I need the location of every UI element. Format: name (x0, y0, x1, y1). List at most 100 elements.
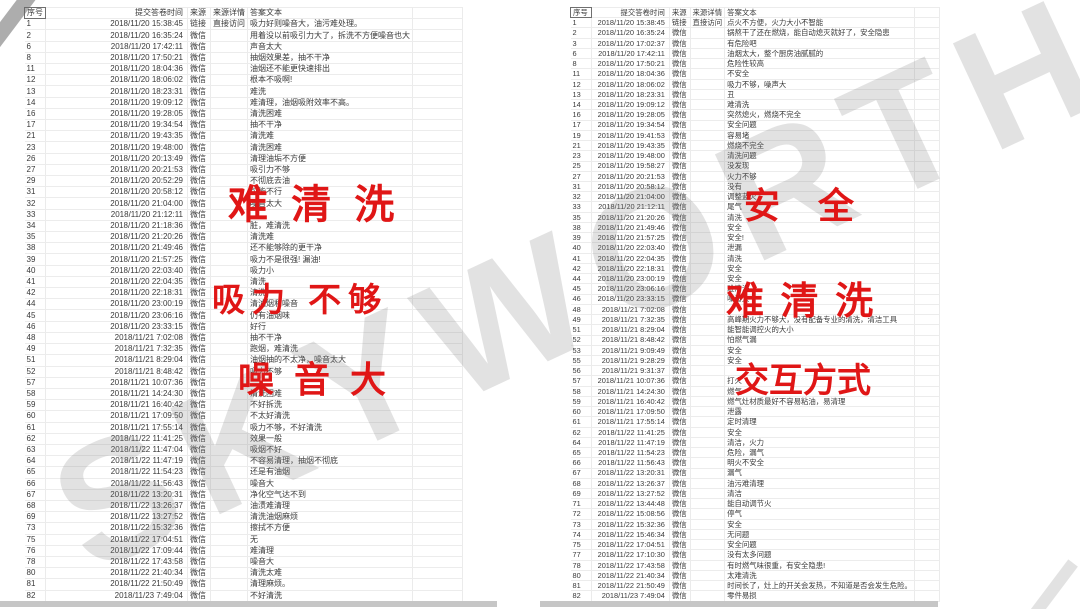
cell[interactable] (210, 52, 248, 65)
cell[interactable]: 62 (24, 433, 46, 445)
cell[interactable] (412, 399, 463, 412)
cell[interactable] (412, 74, 463, 87)
cell[interactable] (690, 478, 726, 490)
cell[interactable]: 微信 (669, 386, 691, 397)
cell[interactable] (690, 590, 726, 602)
cell[interactable]: 69 (24, 511, 46, 524)
cell[interactable]: 67 (24, 489, 46, 501)
cell[interactable]: 2018/11/22 11:47:19 (591, 437, 670, 449)
cell[interactable]: 33 (570, 201, 592, 213)
cell[interactable]: 2018/11/21 16:40:42 (45, 399, 188, 412)
column-header[interactable]: 答案文本 (247, 6, 413, 20)
cell[interactable]: 2018/11/21 10:07:36 (45, 377, 188, 389)
cell[interactable]: 56 (570, 365, 592, 377)
cell[interactable]: 2018/11/21 7:32:35 (45, 343, 188, 356)
cell[interactable]: 14 (24, 97, 46, 109)
cell[interactable]: 73 (570, 519, 592, 530)
cell[interactable] (914, 294, 941, 305)
cell[interactable]: 效果一般 (247, 433, 413, 445)
cell[interactable]: 2018/11/23 7:49:04 (45, 590, 188, 602)
cell[interactable]: 2018/11/22 17:43:58 (45, 556, 188, 569)
cell[interactable] (412, 209, 463, 221)
cell[interactable]: 78 (570, 560, 592, 571)
cell[interactable] (690, 508, 726, 520)
cell[interactable]: 时间长了，灶上的开关会发热，不知道是否会发生危险。 (724, 580, 915, 592)
cell[interactable]: 58 (24, 388, 46, 401)
cell[interactable] (690, 232, 726, 244)
cell[interactable]: 微信 (669, 68, 691, 80)
cell[interactable]: 2018/11/20 16:35:24 (45, 29, 188, 42)
cell[interactable] (914, 355, 941, 367)
cell[interactable]: 微信 (669, 498, 691, 510)
cell[interactable]: 38 (570, 222, 592, 234)
cell[interactable]: 定时清理 (724, 416, 915, 428)
cell[interactable]: 微信 (187, 220, 211, 233)
cell[interactable]: 12 (24, 74, 46, 87)
cell[interactable] (690, 283, 726, 295)
cell[interactable]: 安全 (724, 345, 915, 356)
cell[interactable]: 69 (570, 488, 592, 500)
cell[interactable] (690, 345, 726, 356)
cell[interactable]: 6 (24, 41, 46, 53)
cell[interactable]: 安全 (724, 263, 915, 275)
cell[interactable] (412, 253, 463, 266)
cell[interactable]: 35 (24, 231, 46, 244)
cell[interactable]: 微信 (669, 549, 691, 561)
cell[interactable]: 1 (570, 17, 592, 29)
cell[interactable] (412, 97, 463, 109)
column-header[interactable]: 序号 (570, 6, 592, 19)
cell[interactable] (690, 242, 726, 254)
cell[interactable]: 微信 (187, 399, 211, 412)
cell[interactable] (690, 335, 726, 346)
cell[interactable]: 微信 (187, 455, 211, 468)
column-header[interactable]: 答案文本 (724, 6, 915, 19)
cell[interactable] (210, 164, 248, 177)
cell[interactable] (914, 130, 941, 142)
cell[interactable] (412, 500, 463, 513)
cell[interactable]: 能自动调节火 (724, 498, 915, 510)
cell[interactable]: 安全 (724, 273, 915, 285)
cell[interactable] (412, 410, 463, 423)
cell[interactable] (210, 97, 248, 109)
cell[interactable] (690, 457, 726, 469)
cell[interactable]: 安全 (724, 222, 915, 234)
cell[interactable]: 51 (24, 354, 46, 367)
cell[interactable]: 锅熬干了还在燃烧，能自动熄灭就好了，安全隐患 (724, 27, 915, 39)
cell[interactable]: 容易堵 (724, 130, 915, 142)
cell[interactable]: 2018/11/21 8:29:04 (591, 324, 670, 336)
cell[interactable]: 27 (570, 171, 592, 182)
cell[interactable] (210, 220, 248, 233)
cell[interactable]: 49 (570, 314, 592, 326)
cell[interactable]: 微信 (669, 89, 691, 101)
cell[interactable]: 清理麻烦。 (247, 578, 413, 591)
cell[interactable]: 吸力不够，不好清洗 (247, 422, 413, 434)
cell[interactable]: 2018/11/20 21:49:46 (45, 242, 188, 255)
cell[interactable] (412, 85, 463, 98)
cell[interactable]: 42 (24, 287, 46, 300)
cell[interactable]: 2018/11/21 8:29:04 (45, 354, 188, 367)
cell[interactable]: 微信 (669, 294, 691, 305)
cell[interactable] (412, 321, 463, 333)
cell[interactable] (412, 52, 463, 65)
cell[interactable] (914, 273, 941, 285)
cell[interactable]: 微信 (669, 253, 691, 264)
cell[interactable]: 漏气 (724, 468, 915, 479)
cell[interactable]: 微信 (187, 242, 211, 255)
cell[interactable]: 72 (570, 508, 592, 520)
cell[interactable]: 微信 (187, 186, 211, 199)
cell[interactable]: 60 (24, 410, 46, 423)
cell[interactable] (412, 466, 463, 479)
cell[interactable] (914, 386, 941, 397)
cell[interactable] (724, 304, 915, 316)
cell[interactable]: 链接 (187, 18, 211, 31)
cell[interactable]: 安全! (724, 232, 915, 244)
cell[interactable]: 27 (24, 164, 46, 177)
cell[interactable]: 17 (24, 119, 46, 132)
cell[interactable]: 微信 (669, 212, 691, 223)
cell[interactable] (690, 488, 726, 500)
cell[interactable] (724, 365, 915, 377)
cell[interactable]: 清洁，火力 (724, 437, 915, 449)
cell[interactable] (914, 232, 941, 244)
cell[interactable]: 34 (24, 220, 46, 233)
cell[interactable]: 2018/11/20 20:58:12 (591, 181, 670, 193)
